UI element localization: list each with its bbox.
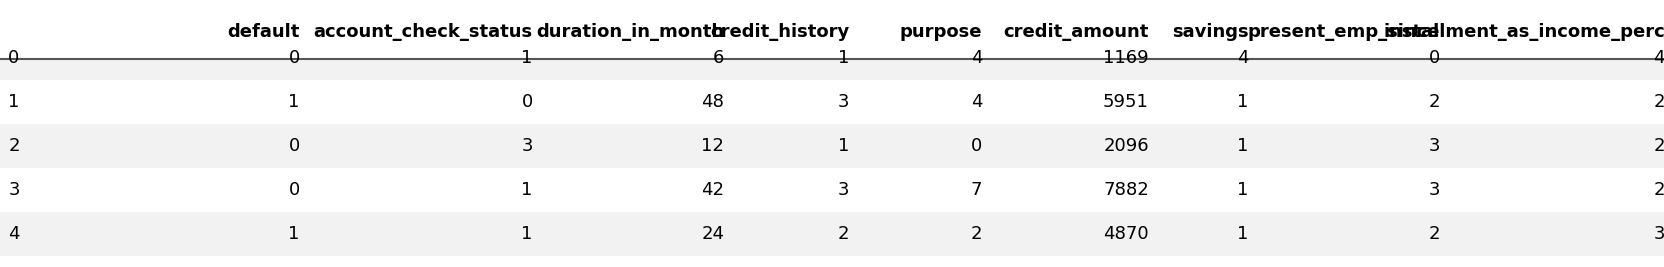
Text: 1: 1 xyxy=(1236,93,1248,111)
Text: 0: 0 xyxy=(288,137,300,155)
Text: 2: 2 xyxy=(8,137,20,155)
Text: 2: 2 xyxy=(970,225,982,243)
Bar xyxy=(0,212,1664,256)
Text: 0: 0 xyxy=(288,181,300,199)
Text: 48: 48 xyxy=(701,93,724,111)
Bar xyxy=(0,36,1664,80)
Bar xyxy=(0,80,1664,124)
Text: 24: 24 xyxy=(701,225,724,243)
Text: 3: 3 xyxy=(8,181,20,199)
Text: 0: 0 xyxy=(8,49,20,67)
Text: 4: 4 xyxy=(1652,49,1664,67)
Text: 1: 1 xyxy=(521,181,532,199)
Text: installment_as_income_perc: installment_as_income_perc xyxy=(1383,23,1664,41)
Text: 3: 3 xyxy=(1652,225,1664,243)
Text: 4: 4 xyxy=(8,225,20,243)
Text: 1: 1 xyxy=(521,225,532,243)
Text: 3: 3 xyxy=(1428,181,1439,199)
Text: 0: 0 xyxy=(288,49,300,67)
Text: 4870: 4870 xyxy=(1103,225,1148,243)
Text: duration_in_month: duration_in_month xyxy=(536,23,724,41)
Text: 1: 1 xyxy=(288,93,300,111)
Text: 0: 0 xyxy=(521,93,532,111)
Text: 3: 3 xyxy=(837,181,849,199)
Text: 1: 1 xyxy=(1236,181,1248,199)
Bar xyxy=(0,124,1664,168)
Text: account_check_status: account_check_status xyxy=(313,23,532,41)
Text: 1: 1 xyxy=(288,225,300,243)
Text: 3: 3 xyxy=(837,93,849,111)
Text: present_emp_since: present_emp_since xyxy=(1246,23,1439,41)
Text: 0: 0 xyxy=(1428,49,1439,67)
Text: 4: 4 xyxy=(970,49,982,67)
Text: savings: savings xyxy=(1171,23,1248,41)
Text: 2: 2 xyxy=(1652,137,1664,155)
Text: 1: 1 xyxy=(521,49,532,67)
Text: 4: 4 xyxy=(1236,49,1248,67)
Text: 1169: 1169 xyxy=(1103,49,1148,67)
Text: 12: 12 xyxy=(701,137,724,155)
Text: 1: 1 xyxy=(1236,225,1248,243)
Text: 3: 3 xyxy=(1428,137,1439,155)
Text: 0: 0 xyxy=(970,137,982,155)
Bar xyxy=(0,0,1664,59)
Text: 6: 6 xyxy=(712,49,724,67)
Text: 1: 1 xyxy=(837,49,849,67)
Text: 7882: 7882 xyxy=(1103,181,1148,199)
Text: 2: 2 xyxy=(1428,93,1439,111)
Text: 3: 3 xyxy=(521,137,532,155)
Text: 2: 2 xyxy=(1652,93,1664,111)
Text: credit_history: credit_history xyxy=(709,23,849,41)
Text: 1: 1 xyxy=(837,137,849,155)
Text: 4: 4 xyxy=(970,93,982,111)
Text: 7: 7 xyxy=(970,181,982,199)
Text: default: default xyxy=(228,23,300,41)
Text: 1: 1 xyxy=(8,93,20,111)
Text: 2: 2 xyxy=(1652,181,1664,199)
Bar xyxy=(0,168,1664,212)
Text: purpose: purpose xyxy=(899,23,982,41)
Text: 2096: 2096 xyxy=(1103,137,1148,155)
Text: credit_amount: credit_amount xyxy=(1003,23,1148,41)
Text: 42: 42 xyxy=(701,181,724,199)
Text: 1: 1 xyxy=(1236,137,1248,155)
Text: 2: 2 xyxy=(1428,225,1439,243)
Text: 2: 2 xyxy=(837,225,849,243)
Text: 5951: 5951 xyxy=(1102,93,1148,111)
